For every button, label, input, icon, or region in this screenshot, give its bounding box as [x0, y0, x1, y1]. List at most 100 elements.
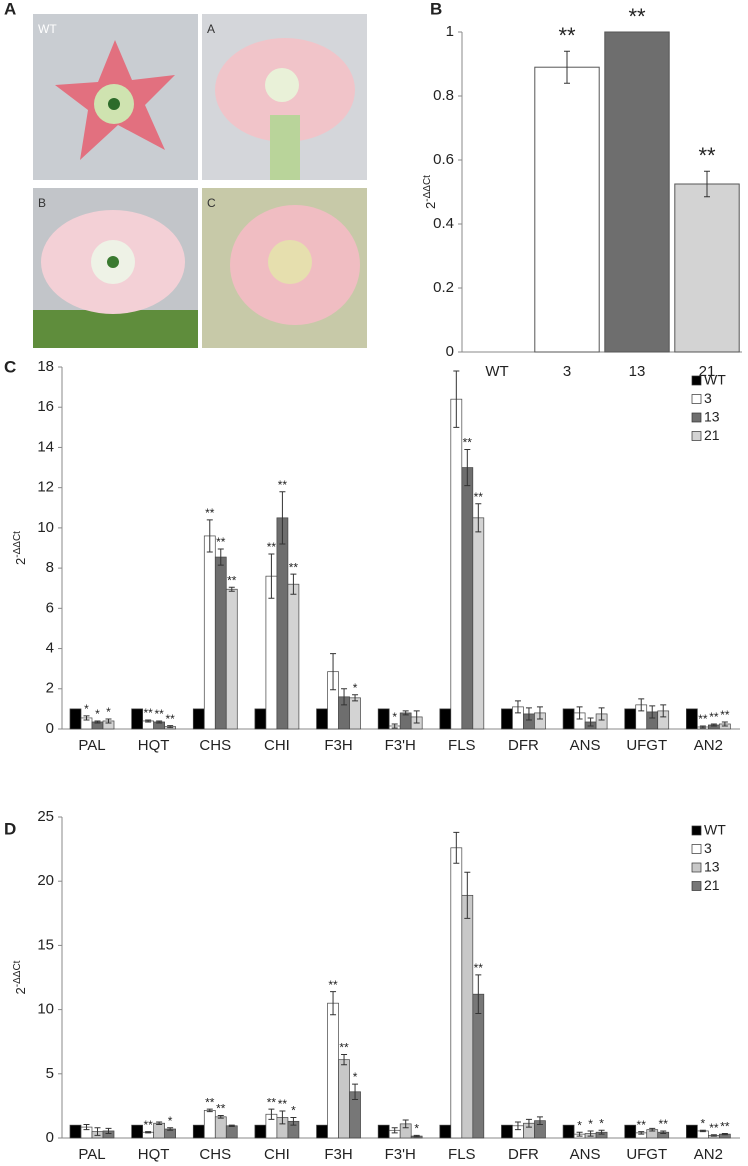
legend-label: 13 [704, 409, 720, 425]
error-bar [464, 448, 471, 487]
legend-label: WT [704, 822, 726, 838]
legend-swatch [691, 862, 702, 873]
bar [153, 1122, 165, 1139]
y-tick-label: 25 [37, 808, 54, 825]
significance-label: ** [720, 1120, 730, 1134]
significance-label: ** [143, 1118, 153, 1132]
x-tick-label: F3H [324, 737, 352, 754]
error-bar [341, 688, 348, 706]
error-bar [649, 705, 656, 719]
significance-label: * [392, 710, 397, 724]
error-bar [206, 1108, 213, 1113]
y-label-exponent: -ΔΔCt [12, 960, 23, 987]
y-label-base: 2 [423, 202, 438, 209]
legend-swatch [691, 375, 702, 386]
panel-letter: A [4, 0, 16, 18]
significance-label: ** [205, 1095, 215, 1109]
error-bar [598, 1129, 605, 1135]
error-bar [413, 710, 420, 724]
legend-swatch [691, 412, 702, 423]
x-tick-label: CHI [264, 1146, 290, 1163]
bar [265, 575, 278, 730]
error-bar [217, 1115, 224, 1119]
x-tick-label: AN2 [694, 737, 723, 754]
significance-label: ** [227, 573, 237, 587]
significance-label: ** [267, 1095, 277, 1109]
legend-label: WT [704, 372, 726, 388]
error-bar [699, 725, 706, 729]
x-tick-label: WT [485, 363, 508, 380]
error-bar [156, 720, 163, 724]
y-axis-label: 2-ΔΔCt [422, 175, 439, 209]
error-bar [206, 519, 213, 553]
panel-letter: D [4, 819, 16, 838]
significance-label: ** [474, 961, 484, 975]
y-tick-label: 14 [37, 438, 54, 455]
x-tick-label: ANS [570, 1146, 601, 1163]
y-tick-label: 0.2 [433, 279, 454, 296]
y-tick-label: 0 [446, 343, 454, 360]
error-bar [83, 1124, 90, 1131]
error-bar [475, 503, 482, 533]
bar [439, 1124, 452, 1139]
significance-label: ** [289, 560, 299, 574]
significance-label: ** [165, 712, 175, 726]
x-tick-label: UFGT [626, 737, 667, 754]
significance-label: ** [659, 1117, 669, 1131]
bar [69, 1124, 82, 1139]
significance-label: * [599, 1116, 604, 1130]
photo: WT [33, 14, 198, 180]
x-tick-label: FLS [448, 1146, 476, 1163]
error-bar [167, 725, 174, 729]
error-bar [576, 1131, 583, 1137]
bar [562, 1124, 575, 1139]
significance-label: ** [698, 712, 708, 726]
bar [439, 708, 452, 730]
y-tick-label: 4 [46, 640, 54, 657]
significance-label: ** [339, 1041, 349, 1055]
bar [377, 708, 390, 730]
y-tick-label: 0 [46, 720, 54, 737]
significance-label: * [84, 702, 89, 716]
legend-label: 3 [704, 390, 712, 406]
error-bar [514, 1121, 521, 1131]
significance-label: ** [216, 1102, 226, 1116]
significance-label: ** [558, 23, 576, 48]
significance-label: * [353, 1070, 358, 1084]
x-tick-label: F3'H [385, 1146, 416, 1163]
y-tick-label: 5 [46, 1065, 54, 1082]
panel-letter: C [4, 357, 16, 376]
significance-label: ** [709, 710, 719, 724]
y-label-base: 2 [13, 987, 28, 994]
significance-label: * [106, 705, 111, 719]
x-tick-label: HQT [138, 1146, 170, 1163]
error-bar [391, 723, 398, 729]
x-tick-label: AN2 [694, 1146, 723, 1163]
significance-label: * [95, 707, 100, 721]
error-bar [576, 706, 583, 720]
error-bar [402, 710, 409, 716]
bar [562, 708, 575, 730]
photo-label: WT [38, 22, 57, 36]
significance-label: ** [628, 4, 646, 29]
y-tick-label: 0.6 [433, 151, 454, 168]
error-bar [330, 991, 337, 1016]
significance-label: ** [698, 143, 716, 168]
y-axis-label: 2-ΔΔCt [12, 960, 29, 994]
bar [203, 1110, 216, 1139]
error-bar [94, 1127, 101, 1136]
y-tick-label: 18 [37, 358, 54, 375]
x-tick-label: CHS [199, 737, 231, 754]
error-bar [564, 50, 570, 84]
error-bar [217, 548, 224, 566]
bar [338, 1059, 350, 1139]
error-bar [279, 1110, 286, 1125]
bar [686, 708, 698, 730]
legend-swatch [691, 394, 702, 404]
error-bar [290, 1116, 297, 1126]
legend-swatch [691, 431, 702, 441]
legend-swatch [691, 881, 702, 891]
photo-label: B [38, 196, 46, 210]
bar [604, 31, 670, 353]
